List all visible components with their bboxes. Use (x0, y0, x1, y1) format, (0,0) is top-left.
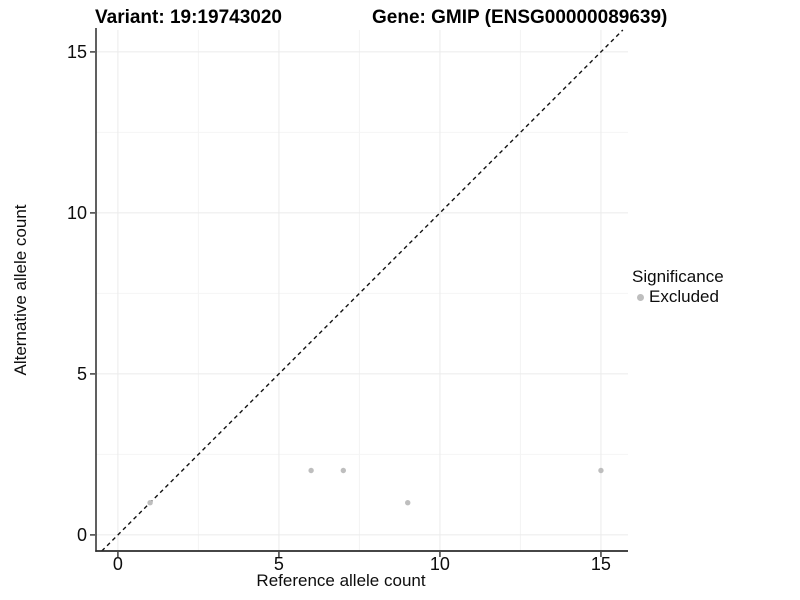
plot-title-variant: Variant: 19:19743020 (95, 7, 282, 28)
legend: Significance Excluded (632, 266, 724, 307)
data-point (147, 499, 153, 506)
legend-title: Significance (632, 267, 724, 286)
x-tick-label: 10 (430, 554, 450, 574)
legend-point-swatch-icon (637, 293, 644, 301)
plot-title-gene: Gene: GMIP (ENSG00000089639) (372, 7, 668, 28)
legend-item-label: Excluded (649, 287, 719, 306)
x-tick-label: 15 (591, 554, 611, 574)
identity-reference-line (101, 29, 624, 552)
x-tick-label: 0 (113, 554, 123, 574)
y-tick-label: 10 (67, 203, 87, 223)
y-axis-label: Alternative allele count (11, 204, 30, 376)
data-point (340, 467, 347, 474)
data-point (405, 499, 411, 506)
data-point (598, 467, 604, 474)
y-tick-label: 0 (77, 525, 87, 545)
y-tick-label: 15 (67, 42, 87, 62)
legend-item-excluded: Excluded (632, 287, 724, 307)
data-point (308, 467, 314, 474)
y-tick-label: 5 (77, 364, 87, 384)
x-tick-label: 5 (274, 554, 284, 574)
x-axis-label: Reference allele count (256, 571, 426, 590)
